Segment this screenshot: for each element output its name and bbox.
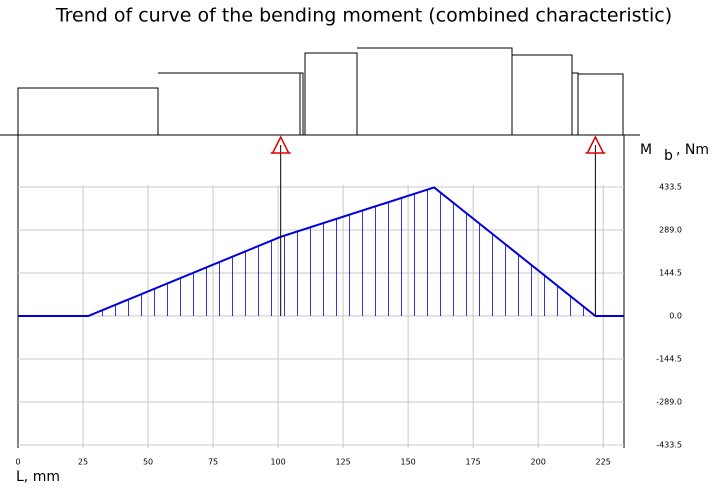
y-label-sub: b [664,148,673,164]
y-tick-label: -433.5 [656,441,682,450]
x-label: L, mm [16,469,60,485]
x-tick-label: 175 [466,458,481,467]
support [585,135,606,154]
support [270,135,291,154]
x-tick-label: 50 [143,458,153,467]
y-tick-label: -144.5 [656,355,682,364]
x-tick-label: 75 [208,458,218,467]
y-label: M [640,142,652,158]
x-tick-label: 200 [531,458,546,467]
y-label-unit: , Nm [676,142,709,158]
x-tick-label: 0 [15,458,20,467]
y-tick-label: -289.0 [656,398,682,407]
y-tick-label: 144.5 [659,269,682,278]
x-tick-label: 25 [78,458,88,467]
chart-title: Trend of curve of the bending moment (co… [55,5,672,27]
moment-line [18,186,624,317]
y-tick-label: 433.5 [659,183,682,192]
shaft-outline [17,47,624,135]
y-tick-label: 0.0 [669,312,682,321]
x-tick-label: 150 [400,458,415,467]
x-tick-label: 225 [596,458,611,467]
x-tick-label: 125 [335,458,350,467]
y-tick-label: 289.0 [659,226,682,235]
x-tick-label: 100 [270,458,285,467]
